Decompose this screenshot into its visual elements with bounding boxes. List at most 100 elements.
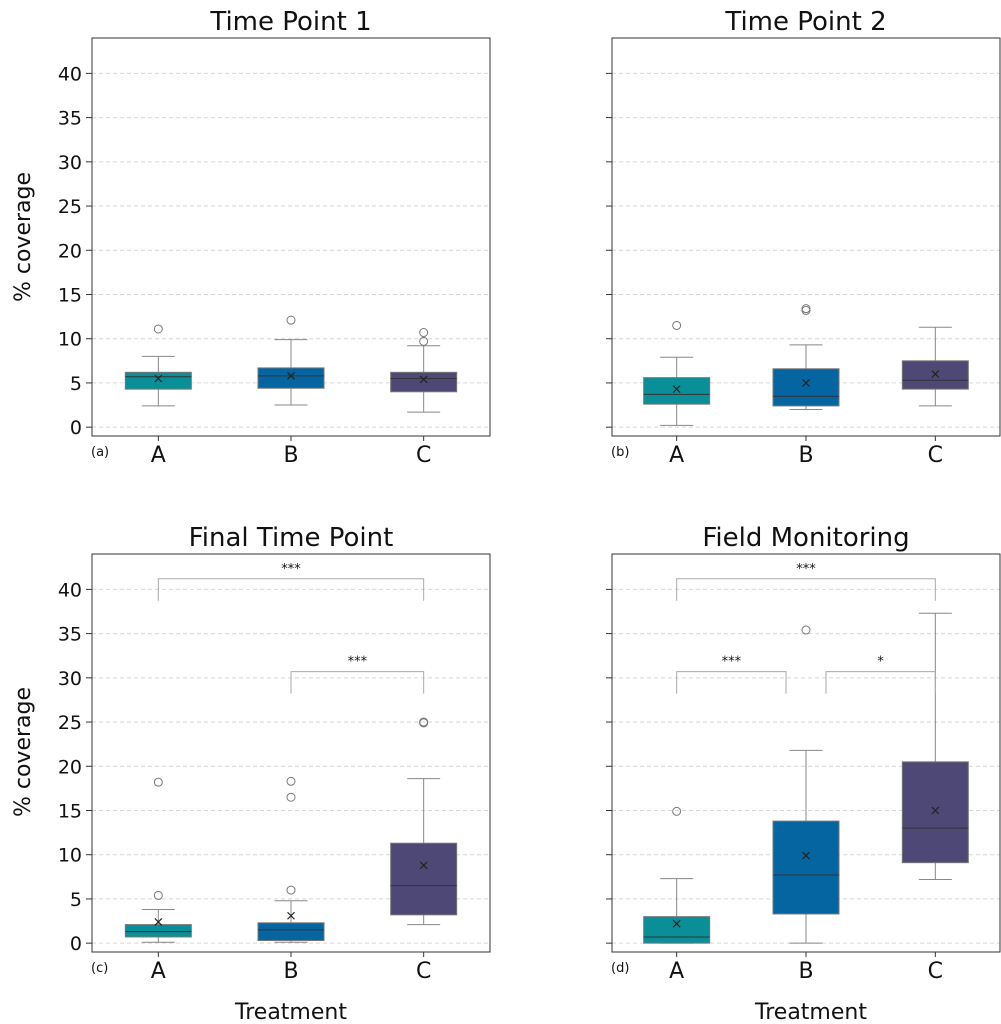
box-A — [124, 777, 192, 943]
y-tick-label: 10 — [58, 845, 82, 867]
panel-3: 0 5 10 15 20 25 30 35 40 Final Time Point (c) A B C **… — [58, 523, 491, 984]
box-A — [643, 806, 711, 944]
y-tick-label: 10 — [58, 329, 82, 351]
significance-label: *** — [722, 655, 742, 670]
box-A — [124, 324, 192, 407]
y-tick-label: 5 — [70, 373, 82, 395]
y-tick-label: 35 — [58, 624, 82, 646]
y-tick-label: 15 — [58, 800, 82, 822]
mean-marker — [931, 370, 940, 379]
panel-label: (a) — [91, 445, 109, 460]
outlier-point — [419, 717, 429, 727]
x-tick-label: C — [928, 443, 943, 468]
mean-marker — [672, 919, 681, 928]
y-tick-label: 35 — [58, 108, 82, 130]
x-tick-label: B — [798, 959, 813, 984]
iqr-box — [124, 924, 192, 938]
outlier-point — [153, 324, 163, 334]
y-tick-label: 15 — [58, 284, 82, 306]
x-tick-label: B — [283, 443, 298, 468]
mean-marker — [287, 371, 295, 380]
y-tick-label: 0 — [70, 417, 82, 439]
mean-marker — [931, 806, 940, 815]
panel-title: Time Point 1 — [209, 7, 371, 37]
panel-title: Field Monitoring — [702, 523, 909, 553]
y-tick-label: 40 — [58, 579, 82, 601]
y-axis-label-top: % coverage — [11, 172, 36, 302]
x-tick-label: C — [416, 443, 431, 468]
y-tick-label: 25 — [58, 712, 82, 734]
panel-4: Field Monitoring(d) A B C****** * — [606, 523, 1001, 984]
mean-marker — [802, 851, 810, 860]
iqr-box — [772, 820, 840, 915]
outlier-point — [419, 328, 429, 338]
mean-marker — [672, 385, 681, 394]
outlier-point — [419, 336, 429, 346]
iqr-box — [390, 842, 458, 916]
bracket-line — [676, 671, 787, 694]
significance-bracket: *** — [676, 562, 936, 601]
panel-label: (b) — [611, 445, 629, 460]
bracket-line — [157, 578, 425, 601]
significance-label: *** — [796, 562, 816, 577]
x-tick-label: A — [151, 443, 166, 468]
box-B — [772, 304, 840, 410]
y-tick-label: 20 — [58, 240, 82, 262]
iqr-box — [257, 922, 325, 942]
significance-bracket: *** — [290, 655, 425, 694]
mean-marker — [419, 375, 428, 384]
y-tick-label: 30 — [58, 152, 82, 174]
x-axis-label-right: Treatment — [754, 1000, 867, 1024]
iqr-box — [257, 367, 325, 389]
outlier-point — [801, 304, 811, 314]
iqr-box — [772, 368, 840, 407]
x-tick-label: C — [416, 959, 431, 984]
box-A — [643, 320, 711, 426]
outlier-point — [286, 776, 296, 786]
significance-bracket: *** — [157, 562, 425, 601]
box-C — [901, 612, 969, 880]
significance-label: *** — [281, 562, 301, 577]
panel-2: Time Point 2 (b) A B C — [606, 7, 1001, 468]
bracket-line — [676, 578, 936, 601]
panel-title: Final Time Point — [189, 523, 394, 553]
significance-label: *** — [348, 655, 368, 670]
outlier-point — [672, 320, 682, 330]
mean-marker — [287, 911, 295, 920]
outlier-point — [153, 890, 163, 900]
mean-marker — [154, 374, 163, 383]
bracket-line — [290, 671, 425, 694]
outlier-point — [672, 806, 682, 816]
panel-label: (d) — [611, 961, 629, 976]
iqr-box — [124, 371, 192, 390]
significance-label: * — [877, 655, 884, 670]
box-C — [901, 326, 969, 407]
box-C — [390, 717, 458, 926]
significance-bracket: *** — [676, 655, 787, 694]
x-tick-label: A — [151, 959, 166, 984]
mean-marker — [802, 379, 810, 387]
x-tick-label: B — [798, 443, 813, 468]
y-tick-label: 5 — [70, 889, 82, 911]
panel-1: 0 5 10 15 20 25 30 35 40 Time Point 1 (a) A B C — [58, 7, 491, 468]
y-axis-label-bottom: % coverage — [11, 687, 36, 817]
x-tick-label: B — [283, 959, 298, 984]
outlier-point — [801, 625, 811, 635]
outlier-point — [153, 777, 163, 787]
iqr-box — [390, 371, 458, 393]
y-tick-label: 20 — [58, 756, 82, 778]
box-B — [257, 776, 325, 943]
y-tick-label: 30 — [58, 668, 82, 690]
panel-label: (c) — [91, 961, 108, 976]
x-axis-label-left: Treatment — [234, 1000, 347, 1024]
x-tick-label: A — [669, 959, 684, 984]
box-B — [772, 625, 840, 944]
mean-marker — [419, 861, 428, 870]
x-tick-label: A — [669, 443, 684, 468]
y-tick-label: 0 — [70, 933, 82, 955]
outlier-point — [286, 315, 296, 325]
iqr-box — [901, 761, 969, 864]
significance-bracket: * — [825, 655, 936, 694]
iqr-box — [901, 360, 969, 390]
